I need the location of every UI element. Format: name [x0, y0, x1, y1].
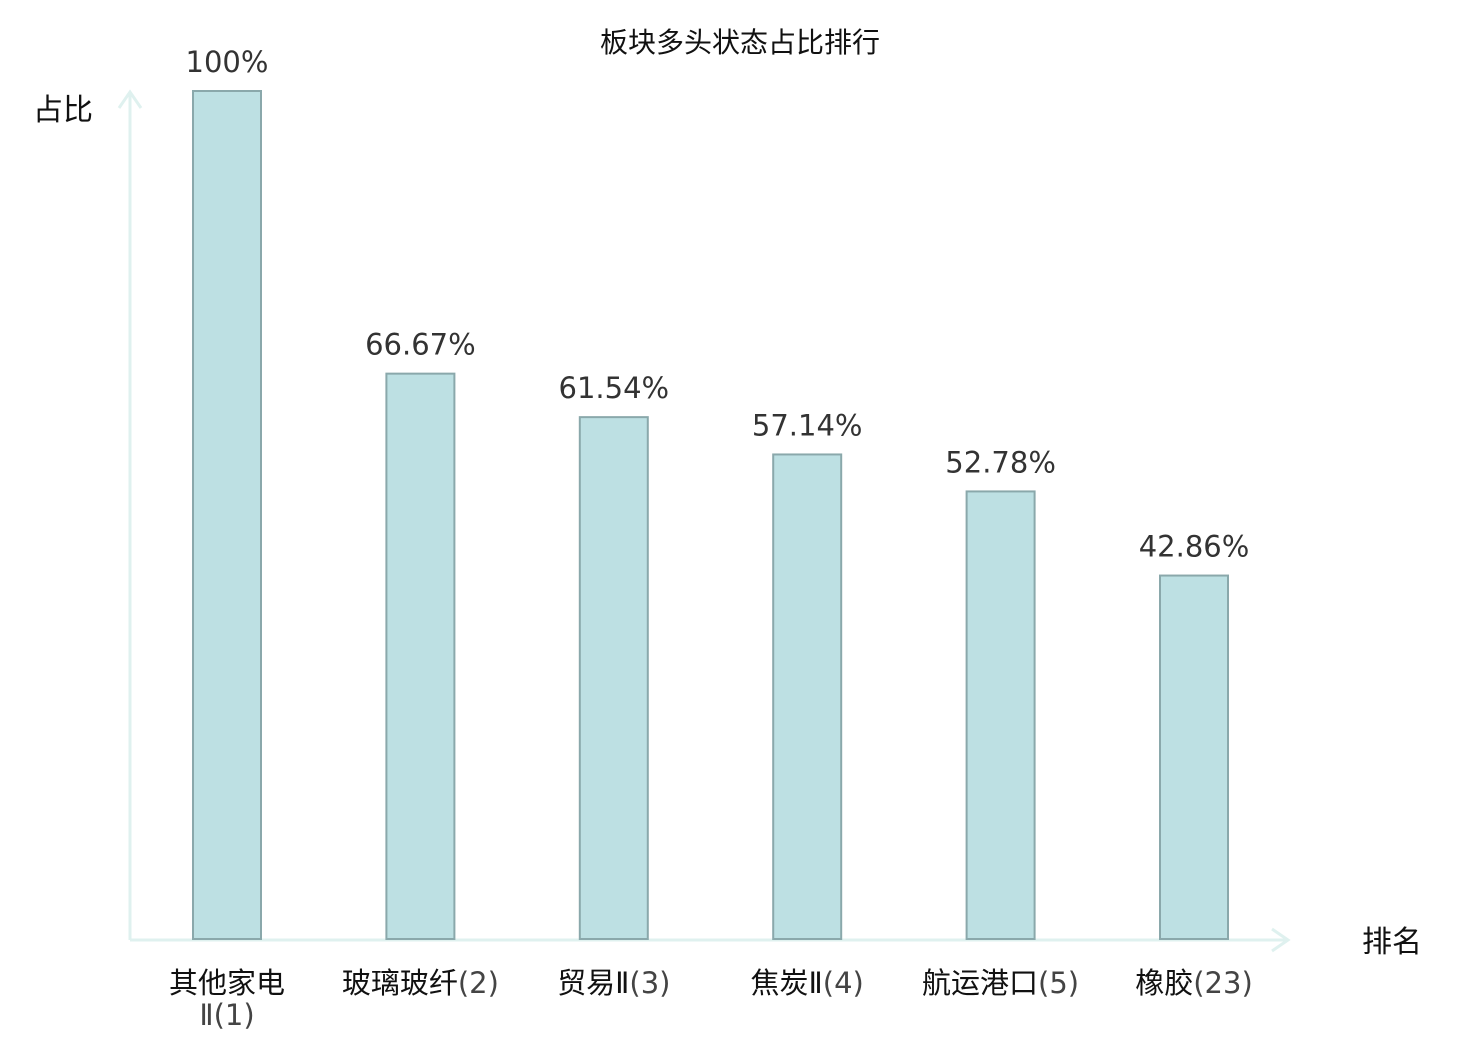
category-rank: (3)	[629, 966, 670, 1000]
value-label-3: 61.54%	[559, 371, 670, 405]
category-rank: (5)	[1038, 966, 1079, 1000]
y-axis-label: 占比	[33, 93, 93, 128]
category-name: 焦炭Ⅱ	[751, 966, 823, 1000]
bar-1	[192, 90, 262, 940]
bar-5	[965, 490, 1036, 940]
y-axis	[117, 89, 143, 940]
bars-group	[192, 90, 1229, 940]
category-name: 其他家电	[169, 966, 285, 1000]
category-label-2: 玻璃玻纤(2)	[342, 966, 499, 1000]
category-rank: (4)	[823, 966, 864, 1000]
chart-title: 板块多头状态占比排行	[600, 26, 880, 59]
bar-3	[578, 416, 649, 940]
y-axis-arrow-icon	[117, 89, 143, 109]
category-name: 橡胶	[1135, 966, 1193, 1000]
value-label-2: 66.67%	[365, 328, 476, 362]
x-axis	[130, 927, 1291, 953]
category-label-1: 其他家电 Ⅱ(1)	[169, 966, 285, 1032]
bar-6	[1159, 574, 1229, 940]
value-label-6: 42.86%	[1139, 530, 1250, 564]
category-label-3: 贸易Ⅱ(3)	[557, 966, 670, 1000]
category-name: 玻璃玻纤	[342, 966, 458, 1000]
x-axis-label: 排名	[1362, 925, 1422, 960]
category-name: 航运港口	[922, 966, 1038, 1000]
category-rank: Ⅱ(1)	[199, 998, 254, 1032]
category-labels-group: 其他家电 Ⅱ(1) 玻璃玻纤(2) 贸易Ⅱ(3) 焦炭Ⅱ(4) 航运港口(5) 橡胶(23)	[169, 966, 1253, 1032]
x-axis-arrow-icon	[1271, 927, 1291, 953]
value-label-1: 100%	[186, 45, 269, 79]
category-rank: (23)	[1193, 966, 1253, 1000]
bar-2	[385, 372, 456, 940]
value-labels-group: 100% 66.67% 61.54% 57.14% 52.78% 42.86%	[186, 45, 1250, 564]
category-label-4: 焦炭Ⅱ(4)	[751, 966, 864, 1000]
category-rank: (2)	[458, 966, 499, 1000]
bar-4	[772, 453, 843, 940]
category-label-5: 航运港口(5)	[922, 966, 1079, 1000]
value-label-5: 52.78%	[945, 445, 1056, 479]
category-label-6: 橡胶(23)	[1135, 966, 1253, 1000]
category-name: 贸易Ⅱ	[557, 966, 629, 1000]
value-label-4: 57.14%	[752, 408, 863, 442]
